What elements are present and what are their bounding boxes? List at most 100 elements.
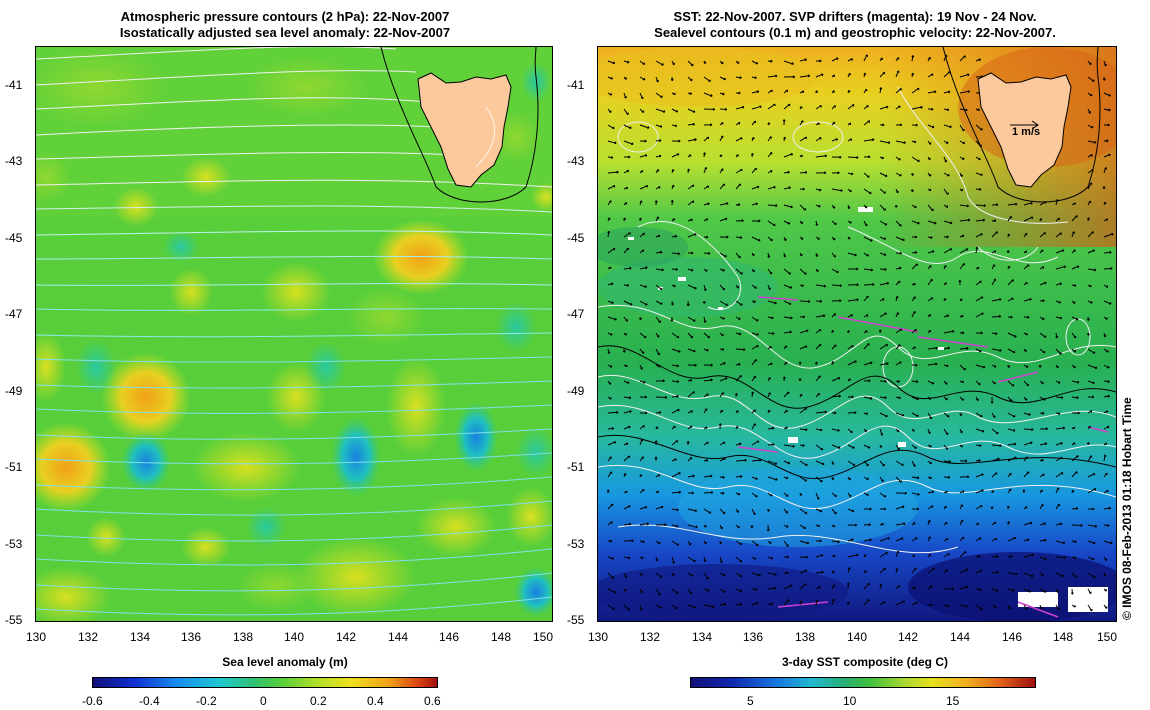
velocity-arrow: [895, 251, 903, 255]
velocity-arrow: [959, 396, 964, 401]
velocity-arrow: [895, 105, 901, 110]
velocity-arrow: [670, 316, 674, 322]
velocity-arrow: [655, 426, 659, 430]
velocity-arrow: [1023, 588, 1032, 593]
velocity-arrow: [927, 90, 937, 94]
velocity-arrow: [703, 524, 707, 528]
velocity-arrow: [639, 474, 643, 478]
velocity-arrow: [991, 332, 998, 335]
velocity-arrow: [735, 121, 741, 126]
velocity-arrow: [975, 555, 981, 558]
velocity-arrow: [895, 312, 900, 318]
velocity-arrow: [1055, 540, 1066, 544]
velocity-arrow: [751, 602, 759, 606]
velocity-arrow: [751, 252, 755, 257]
velocity-arrow: [959, 124, 965, 132]
velocity-arrow: [959, 519, 964, 526]
velocity-arrow: [927, 460, 932, 465]
velocity-arrow: [991, 219, 997, 223]
velocity-arrow: [784, 555, 790, 559]
velocity-arrow: [607, 503, 614, 510]
velocity-arrow: [1023, 250, 1027, 254]
velocity-arrow: [911, 140, 917, 143]
velocity-arrow: [654, 200, 658, 206]
velocity-arrow: [639, 348, 645, 355]
velocity-arrow: [799, 187, 805, 191]
velocity-arrow: [639, 522, 650, 526]
velocity-arrow: [671, 284, 676, 288]
velocity-arrow: [863, 569, 867, 574]
velocity-arrow: [639, 232, 645, 238]
velocity-arrow: [751, 572, 761, 577]
velocity-arrow: [1039, 572, 1044, 577]
velocity-arrow: [815, 73, 824, 78]
velocity-arrow: [639, 395, 648, 399]
left-xtick-4: 138: [233, 630, 254, 644]
velocity-arrow: [687, 233, 697, 238]
velocity-arrow: [639, 154, 648, 158]
velocity-arrow: [623, 92, 627, 99]
velocity-arrow: [1103, 394, 1111, 398]
velocity-arrow: [847, 252, 857, 257]
velocity-arrow: [607, 556, 615, 560]
velocity-arrow: [831, 554, 836, 558]
velocity-arrow: [975, 187, 982, 191]
velocity-arrow: [911, 396, 919, 400]
velocity-arrow: [703, 572, 710, 580]
velocity-arrow: [639, 92, 644, 100]
velocity-arrow: [1087, 348, 1096, 354]
velocity-arrow: [943, 248, 953, 254]
velocity-arrow: [863, 538, 872, 542]
velocity-arrow: [671, 524, 679, 528]
velocity-arrow: [1103, 60, 1107, 67]
velocity-arrow: [1007, 279, 1014, 286]
velocity-arrow: [655, 379, 665, 383]
velocity-arrow: [879, 282, 890, 286]
velocity-arrow: [1023, 521, 1033, 526]
velocity-arrow: [767, 443, 775, 446]
velocity-arrow: [943, 587, 954, 591]
velocity-arrow: [799, 407, 807, 414]
velocity-arrow: [671, 425, 676, 430]
velocity-arrow: [607, 124, 615, 130]
velocity-arrow: [719, 268, 725, 272]
right-title-line1: SST: 22-Nov-2007. SVP drifters (magenta)…: [673, 9, 1037, 24]
velocity-arrow: [990, 396, 994, 404]
velocity-arrow: [879, 156, 884, 160]
velocity-arrow: [879, 172, 888, 177]
velocity-arrow: [687, 391, 695, 398]
velocity-arrow: [735, 106, 745, 110]
velocity-arrow: [767, 426, 775, 430]
velocity-arrow: [1087, 92, 1093, 97]
velocity-arrow: [1039, 266, 1045, 270]
velocity-arrow: [975, 280, 982, 286]
velocity-arrow: [895, 444, 900, 451]
velocity-arrow: [863, 120, 871, 126]
velocity-arrow: [1071, 471, 1078, 478]
velocity-arrow: [815, 328, 822, 334]
velocity-arrow: [959, 108, 968, 112]
velocity-arrow: [911, 363, 918, 367]
velocity-arrow: [1103, 364, 1110, 369]
velocity-arrow: [703, 508, 712, 514]
velocity-arrow: [1007, 488, 1012, 494]
velocity-arrow: [767, 122, 771, 126]
left-xtick-10: 150: [533, 630, 554, 644]
velocity-arrow: [671, 124, 678, 127]
velocity-arrow: [783, 524, 789, 528]
velocity-arrow: [927, 585, 933, 590]
velocity-arrow: [623, 442, 629, 446]
velocity-arrow: [799, 220, 803, 225]
velocity-arrow: [639, 364, 643, 370]
velocity-arrow: [879, 537, 890, 542]
velocity-arrow: [879, 601, 886, 606]
velocity-arrow: [911, 251, 918, 254]
velocity-arrow: [1006, 505, 1010, 510]
velocity-arrow: [1103, 454, 1107, 462]
velocity-arrow: [880, 507, 887, 511]
velocity-arrow: [750, 524, 754, 529]
velocity-arrow: [815, 171, 827, 175]
velocity-arrow: [607, 332, 613, 336]
velocity-arrow: [959, 248, 969, 254]
velocity-arrow: [799, 252, 803, 257]
